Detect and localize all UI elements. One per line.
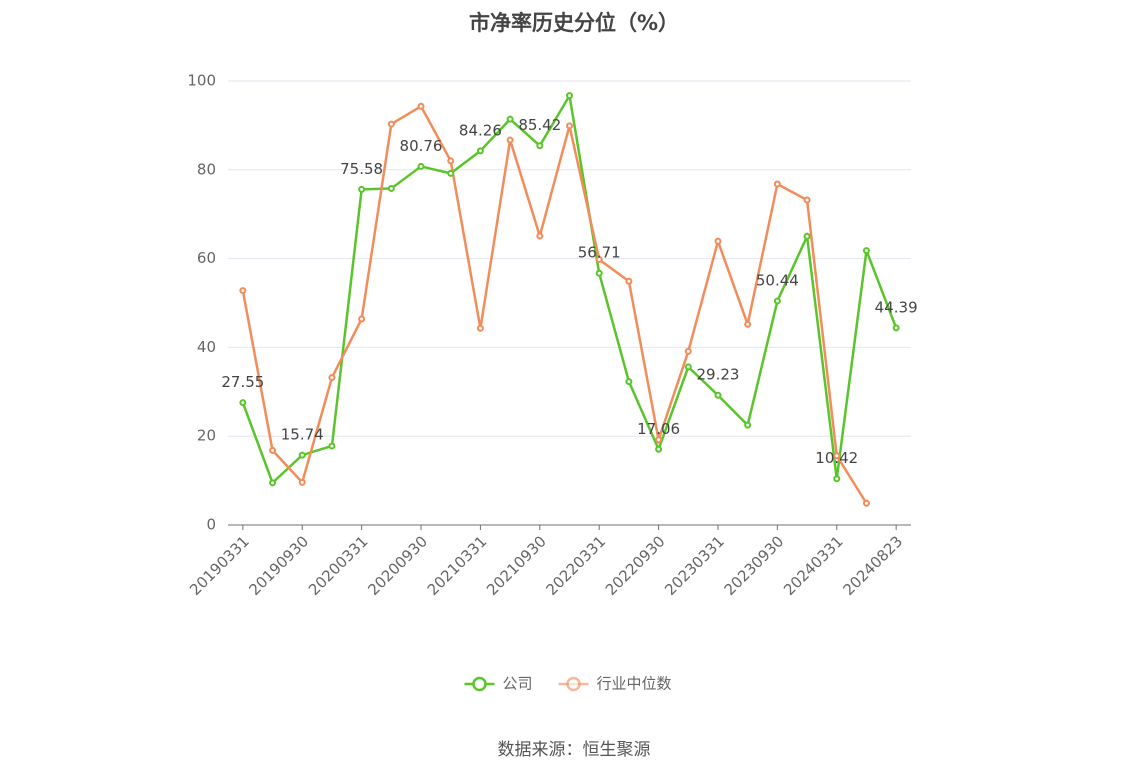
point xyxy=(862,247,870,255)
x-tick-label: 20190331 xyxy=(186,532,253,599)
point xyxy=(803,232,811,240)
point xyxy=(833,475,841,483)
x-tick-label: 20240331 xyxy=(780,532,847,599)
data-label: 56.71 xyxy=(578,244,621,262)
point xyxy=(566,92,573,100)
y-tick-label: 100 xyxy=(187,72,216,90)
data-label: 10.42 xyxy=(815,449,858,467)
data-label: 50.44 xyxy=(756,272,799,290)
point xyxy=(773,180,781,188)
point xyxy=(714,237,722,245)
x-tick-label: 20240823 xyxy=(839,532,906,599)
point xyxy=(566,122,573,130)
legend-item: 行业中位数 xyxy=(558,675,672,693)
point xyxy=(476,147,484,155)
point xyxy=(595,269,603,277)
data-label: 80.76 xyxy=(400,137,443,155)
legend-item: 公司 xyxy=(464,675,533,693)
legend-label: 公司 xyxy=(503,675,533,693)
point xyxy=(447,169,455,177)
legend-marker xyxy=(472,676,487,692)
point xyxy=(714,391,722,399)
source: 数据来源：恒生聚源 xyxy=(498,740,651,760)
series-line xyxy=(241,104,868,504)
point xyxy=(655,436,663,444)
point xyxy=(239,287,247,295)
point xyxy=(417,162,425,170)
point xyxy=(684,363,692,371)
point xyxy=(447,157,455,165)
data-label: 27.55 xyxy=(221,373,264,391)
x-tick-label: 20210930 xyxy=(483,532,550,599)
point xyxy=(595,255,603,263)
point xyxy=(506,136,514,144)
point xyxy=(536,232,544,240)
point xyxy=(536,142,544,150)
legend-label: 行业中位数 xyxy=(597,675,672,693)
y-tick-label: 20 xyxy=(197,427,216,445)
data-label: 84.26 xyxy=(459,121,502,139)
point xyxy=(506,115,514,123)
y-tick-label: 80 xyxy=(197,160,216,178)
x-tick-label: 20190930 xyxy=(246,532,313,599)
point xyxy=(387,120,395,128)
x-tick-label: 20200930 xyxy=(364,532,431,599)
x-tick-label: 20200331 xyxy=(305,532,372,599)
point xyxy=(625,378,633,386)
point xyxy=(417,102,425,110)
point xyxy=(625,277,633,285)
data-label: 44.39 xyxy=(875,298,918,316)
point xyxy=(328,374,336,382)
point xyxy=(269,479,277,487)
point xyxy=(269,446,277,454)
point xyxy=(892,324,900,332)
point xyxy=(744,421,752,429)
data-label: 75.58 xyxy=(340,160,383,178)
y-tick-label: 60 xyxy=(197,249,216,267)
point xyxy=(803,196,811,204)
point xyxy=(833,452,841,460)
point xyxy=(239,399,247,407)
data-label: 17.06 xyxy=(637,420,680,438)
y-tick-label: 40 xyxy=(197,338,216,356)
point xyxy=(862,499,870,507)
x-tick-label: 20220930 xyxy=(602,532,669,599)
x-tick-label: 20230331 xyxy=(661,532,728,599)
point xyxy=(684,347,692,355)
point xyxy=(476,324,484,332)
point xyxy=(358,185,366,193)
data-label: 29.23 xyxy=(697,366,740,384)
point xyxy=(298,451,306,459)
x-tick-label: 20220331 xyxy=(542,532,609,599)
point xyxy=(298,478,306,486)
point xyxy=(387,184,395,192)
data-label: 15.74 xyxy=(281,426,324,444)
point xyxy=(773,297,781,305)
point xyxy=(358,315,366,323)
point xyxy=(744,320,752,328)
legend-marker xyxy=(566,676,581,692)
y-tick-label: 0 xyxy=(206,516,216,534)
data-label: 85.42 xyxy=(518,116,561,134)
chart-title: 市净率历史分位（%） xyxy=(469,11,679,35)
x-tick-label: 20230930 xyxy=(721,532,788,599)
point xyxy=(328,442,336,450)
x-tick-label: 20210331 xyxy=(424,532,491,599)
point xyxy=(655,445,663,453)
